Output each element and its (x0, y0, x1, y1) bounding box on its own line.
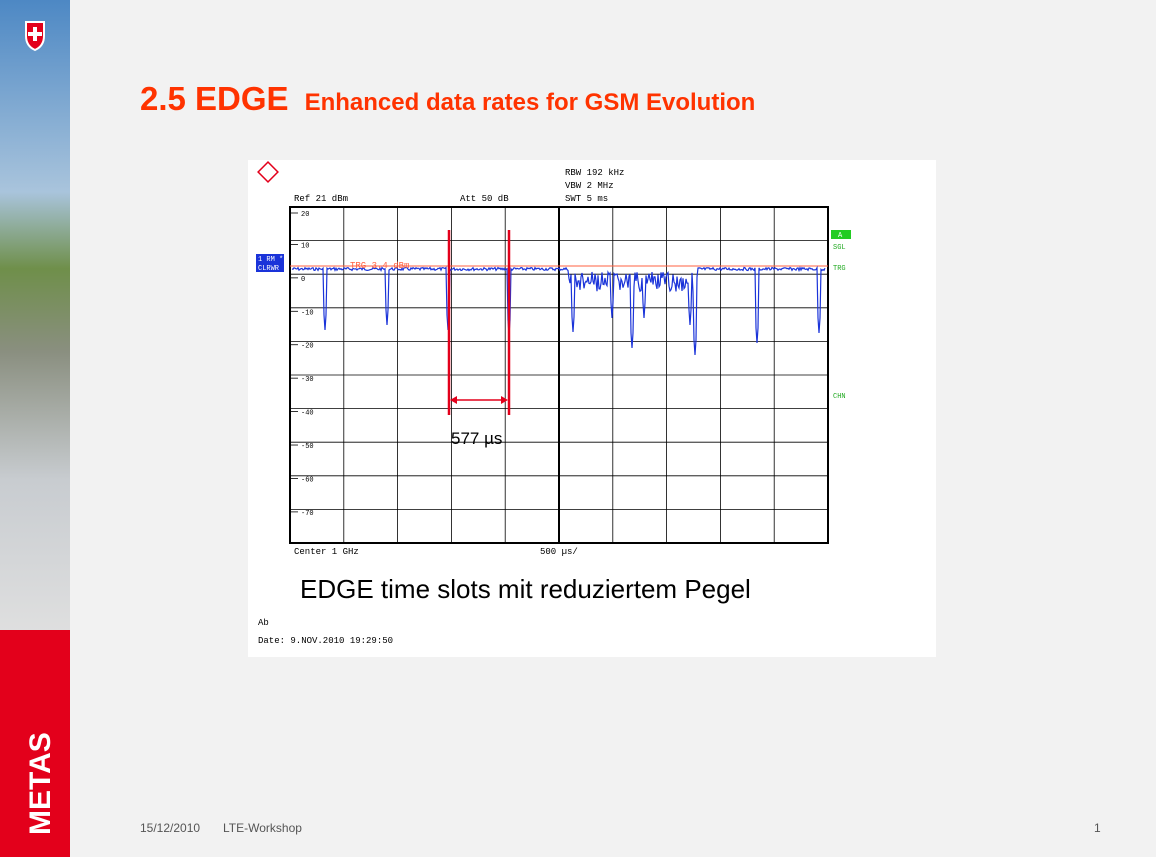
annotation: 577 µs (451, 429, 502, 448)
trace-label: CLRWR (258, 265, 280, 273)
trigger-label: TRG 3.4 dBm (350, 261, 409, 271)
grid (290, 207, 828, 543)
y-tick-label: -30 (301, 376, 314, 384)
y-tick-label: -40 (301, 410, 314, 418)
cross (28, 27, 42, 41)
trace-label: 1 RM * (258, 256, 283, 264)
status: CHN (833, 393, 846, 401)
title: 2.5 EDGE Enhanced data rates for GSM Evol… (140, 80, 755, 117)
footer-date: 15/12/2010 (140, 821, 200, 835)
setting: VBW 2 MHz (565, 181, 614, 191)
sidebar-logo: METAS (24, 732, 57, 835)
status-box (831, 230, 851, 239)
analyzer-screenshot: RBW 192 kHz VBW 2 MHz SWT 5 ms Ref 21 dB… (248, 160, 936, 657)
y-tick-label: -70 (301, 510, 314, 518)
footer-event: LTE-Workshop (223, 821, 302, 835)
center-freq: Center 1 GHz (294, 547, 359, 557)
arrow-heads (450, 396, 508, 404)
status: A (838, 232, 843, 240)
title-main: 2.5 EDGE (140, 80, 289, 117)
status: SGL (833, 244, 846, 252)
y-tick-label: 0 (301, 276, 305, 284)
status: TRG (833, 265, 846, 273)
trace-box (256, 254, 284, 263)
y-tick-label: -60 (301, 476, 314, 484)
footer-page: 1 (1094, 821, 1101, 835)
setting: SWT 5 ms (565, 194, 608, 204)
trace-box (256, 263, 284, 272)
ab: Ab (258, 618, 269, 628)
y-tick-label: 10 (301, 242, 309, 250)
subtitle: Enhanced data rates for GSM Evolution (305, 89, 756, 116)
rs-logo (257, 161, 279, 183)
y-tick-label: -20 (301, 343, 314, 351)
y-tick-label: -10 (301, 309, 314, 317)
caption: EDGE time slots mit reduziertem Pegel (300, 574, 751, 604)
sidebar-red (0, 630, 70, 857)
setting: RBW 192 kHz (565, 168, 624, 178)
sidebar-photo (0, 0, 70, 640)
y-tick-label: -50 (301, 443, 314, 451)
attenuation: Att 50 dB (460, 194, 509, 204)
ref-level: Ref 21 dBm (294, 194, 348, 204)
y-tick-label: 20 (301, 211, 309, 219)
date: Date: 9.NOV.2010 19:29:50 (258, 636, 393, 646)
span: 500 µs/ (540, 547, 578, 557)
slot-markers (447, 230, 511, 415)
trace (291, 265, 826, 356)
